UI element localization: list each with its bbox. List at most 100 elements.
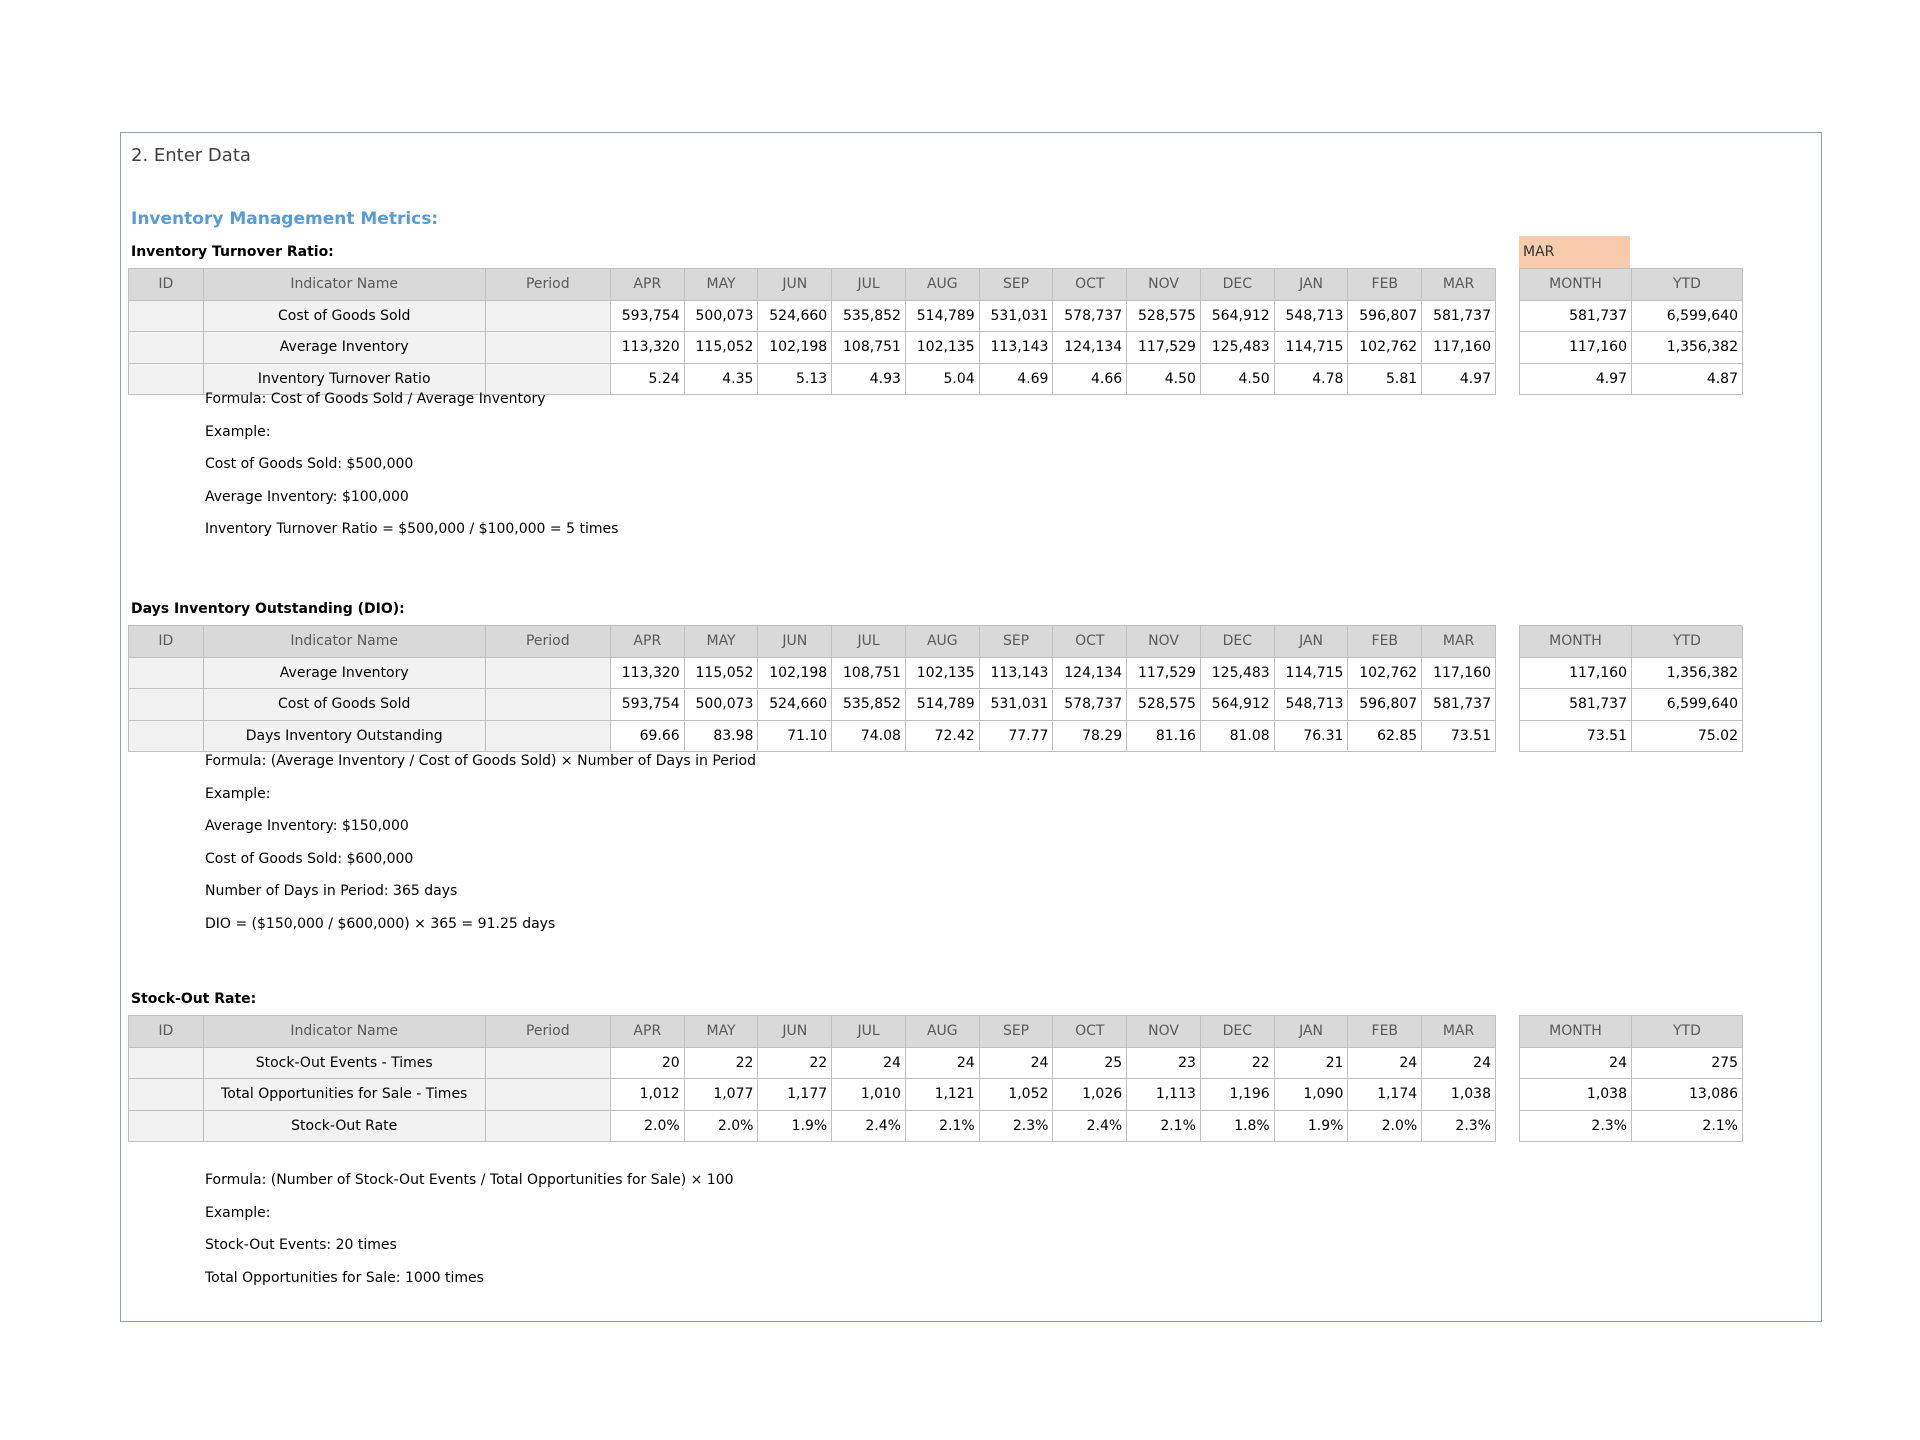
value-cell[interactable]: 500,073 [683,299,759,332]
value-cell[interactable]: 77.77 [978,719,1054,752]
month-value-cell[interactable]: 2.3% [1519,1109,1632,1142]
id-cell[interactable] [128,1046,204,1079]
value-cell[interactable]: 73.51 [1421,719,1496,752]
value-cell[interactable]: 514,789 [904,299,980,332]
month-value-cell[interactable]: 24 [1519,1046,1632,1079]
value-cell[interactable]: 22 [683,1046,759,1079]
id-cell[interactable] [128,331,204,364]
id-cell[interactable] [128,299,204,332]
period-cell[interactable] [484,1078,611,1111]
value-cell[interactable]: 2.4% [831,1109,906,1142]
id-cell[interactable] [128,719,204,752]
value-cell[interactable]: 1,012 [609,1078,685,1111]
value-cell[interactable]: 1.9% [757,1109,833,1142]
value-cell[interactable]: 22 [1199,1046,1275,1079]
value-cell[interactable]: 1,121 [904,1078,980,1111]
value-cell[interactable]: 81.08 [1199,719,1275,752]
value-cell[interactable]: 1.8% [1199,1109,1275,1142]
ytd-value-cell[interactable]: 275 [1631,1046,1743,1079]
value-cell[interactable]: 102,198 [757,331,833,364]
period-cell[interactable] [484,362,611,395]
month-value-cell[interactable]: 581,737 [1519,299,1632,332]
value-cell[interactable]: 535,852 [831,688,906,721]
value-cell[interactable]: 102,135 [904,331,980,364]
value-cell[interactable]: 102,198 [757,656,833,689]
value-cell[interactable]: 535,852 [831,299,906,332]
value-cell[interactable]: 1,077 [683,1078,759,1111]
value-cell[interactable]: 564,912 [1199,299,1275,332]
value-cell[interactable]: 117,529 [1126,331,1201,364]
value-cell[interactable]: 114,715 [1273,331,1349,364]
value-cell[interactable]: 5.81 [1347,362,1423,395]
value-cell[interactable]: 24 [1347,1046,1423,1079]
value-cell[interactable]: 2.3% [978,1109,1054,1142]
value-cell[interactable]: 2.1% [904,1109,980,1142]
value-cell[interactable]: 596,807 [1347,299,1423,332]
value-cell[interactable]: 1,196 [1199,1078,1275,1111]
value-cell[interactable]: 5.04 [904,362,980,395]
ytd-value-cell[interactable]: 6,599,640 [1631,299,1743,332]
value-cell[interactable]: 4.35 [683,362,759,395]
value-cell[interactable]: 81.16 [1126,719,1201,752]
value-cell[interactable]: 124,134 [1052,656,1128,689]
value-cell[interactable]: 531,031 [978,688,1054,721]
value-cell[interactable]: 524,660 [757,299,833,332]
value-cell[interactable]: 524,660 [757,688,833,721]
value-cell[interactable]: 593,754 [609,688,685,721]
value-cell[interactable]: 102,135 [904,656,980,689]
ytd-value-cell[interactable]: 13,086 [1631,1078,1743,1111]
value-cell[interactable]: 2.3% [1421,1109,1496,1142]
value-cell[interactable]: 22 [757,1046,833,1079]
value-cell[interactable]: 2.0% [1347,1109,1423,1142]
value-cell[interactable]: 83.98 [683,719,759,752]
ytd-value-cell[interactable]: 1,356,382 [1631,331,1743,364]
month-value-cell[interactable]: 581,737 [1519,688,1632,721]
value-cell[interactable]: 5.13 [757,362,833,395]
value-cell[interactable]: 5.24 [609,362,685,395]
period-cell[interactable] [484,1109,611,1142]
value-cell[interactable]: 1,177 [757,1078,833,1111]
value-cell[interactable]: 20 [609,1046,685,1079]
value-cell[interactable]: 4.69 [978,362,1054,395]
value-cell[interactable]: 108,751 [831,656,906,689]
month-value-cell[interactable]: 117,160 [1519,331,1632,364]
value-cell[interactable]: 113,320 [609,656,685,689]
value-cell[interactable]: 4.50 [1199,362,1275,395]
value-cell[interactable]: 62.85 [1347,719,1423,752]
value-cell[interactable]: 114,715 [1273,656,1349,689]
value-cell[interactable]: 1,174 [1347,1078,1423,1111]
value-cell[interactable]: 596,807 [1347,688,1423,721]
value-cell[interactable]: 564,912 [1199,688,1275,721]
value-cell[interactable]: 115,052 [683,656,759,689]
value-cell[interactable]: 578,737 [1052,688,1128,721]
value-cell[interactable]: 24 [1421,1046,1496,1079]
period-cell[interactable] [484,656,611,689]
indicator-name-cell[interactable]: Inventory Turnover Ratio [202,362,486,395]
value-cell[interactable]: 124,134 [1052,331,1128,364]
value-cell[interactable]: 125,483 [1199,656,1275,689]
selected-month-cell[interactable]: MAR [1519,236,1630,268]
ytd-value-cell[interactable]: 75.02 [1631,719,1743,752]
id-cell[interactable] [128,362,204,395]
month-value-cell[interactable]: 1,038 [1519,1078,1632,1111]
value-cell[interactable]: 1,026 [1052,1078,1128,1111]
value-cell[interactable]: 1,038 [1421,1078,1496,1111]
indicator-name-cell[interactable]: Stock-Out Rate [202,1109,486,1142]
value-cell[interactable]: 528,575 [1126,299,1201,332]
id-cell[interactable] [128,1078,204,1111]
value-cell[interactable]: 71.10 [757,719,833,752]
indicator-name-cell[interactable]: Average Inventory [202,331,486,364]
value-cell[interactable]: 4.97 [1421,362,1496,395]
value-cell[interactable]: 102,762 [1347,656,1423,689]
value-cell[interactable]: 581,737 [1421,688,1496,721]
value-cell[interactable]: 2.0% [683,1109,759,1142]
period-cell[interactable] [484,688,611,721]
ytd-value-cell[interactable]: 2.1% [1631,1109,1743,1142]
value-cell[interactable]: 108,751 [831,331,906,364]
value-cell[interactable]: 117,529 [1126,656,1201,689]
value-cell[interactable]: 1,010 [831,1078,906,1111]
value-cell[interactable]: 548,713 [1273,688,1349,721]
id-cell[interactable] [128,688,204,721]
value-cell[interactable]: 78.29 [1052,719,1128,752]
value-cell[interactable]: 24 [978,1046,1054,1079]
